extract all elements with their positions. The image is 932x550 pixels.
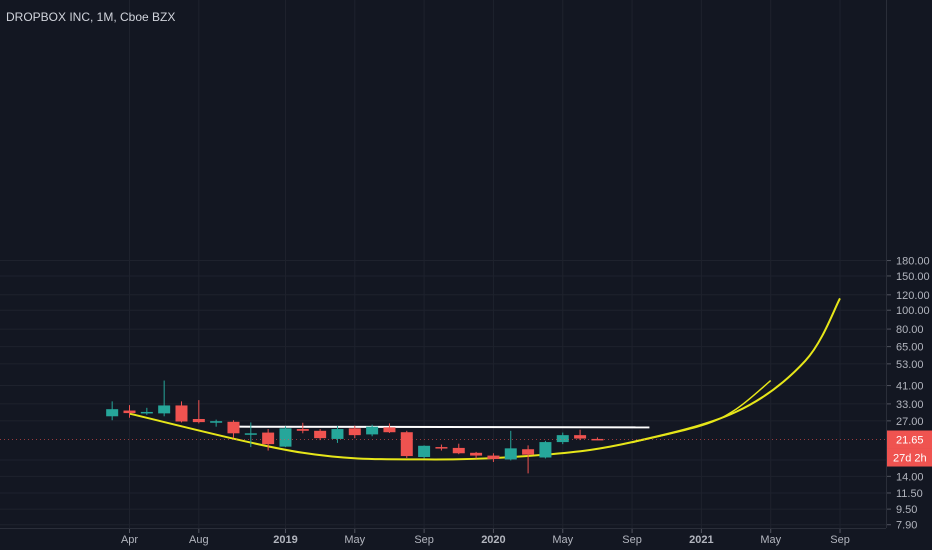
time-tick-label: Apr <box>121 534 138 546</box>
last-price-badge <box>887 430 932 449</box>
price-tick-label: 53.00 <box>896 359 924 371</box>
price-tick-label: 33.00 <box>896 399 924 411</box>
time-tick-label: 2020 <box>481 534 505 546</box>
candle-body <box>331 429 344 439</box>
candle <box>452 443 465 455</box>
candle-body <box>556 435 569 443</box>
candle <box>366 424 379 437</box>
time-tick-label: 2019 <box>273 534 297 546</box>
candle-body <box>192 418 205 423</box>
time-tick-label: May <box>552 534 573 546</box>
candle <box>296 422 309 434</box>
time-tick-label: Sep <box>622 534 642 546</box>
candle-body <box>262 432 275 445</box>
time-tick-label: Aug <box>189 534 209 546</box>
candle-body <box>574 435 587 439</box>
price-tick-label: 7.90 <box>896 520 917 532</box>
candle <box>591 437 604 441</box>
cup-curve[interactable] <box>129 297 841 461</box>
candle <box>140 407 153 415</box>
time-axis[interactable]: Apr Aug 2019 May Sep 2020 May Sep 2021 May Sep <box>121 529 850 546</box>
candle-body <box>591 438 604 441</box>
resistance-line[interactable] <box>233 425 650 429</box>
time-tick-label: 2021 <box>689 534 713 546</box>
price-tick-label: 100.00 <box>896 305 930 317</box>
candle <box>400 430 413 458</box>
candle-body <box>314 430 327 439</box>
candle <box>227 420 240 439</box>
candle <box>279 426 292 448</box>
candle <box>470 451 483 459</box>
candle-body <box>418 445 431 458</box>
price-tick-label: 150.00 <box>896 271 930 283</box>
price-tick-label: 80.00 <box>896 324 924 336</box>
price-tick-label: 27.00 <box>896 416 924 428</box>
chart-title: DROPBOX INC, 1M, Cboe BZX <box>6 10 175 24</box>
candle-body <box>539 442 552 458</box>
candle <box>574 429 587 441</box>
countdown-badge <box>887 448 932 467</box>
price-tick-label: 11.50 <box>896 488 923 500</box>
candle-body <box>227 421 240 434</box>
candle <box>123 405 136 418</box>
price-tick-label: 9.50 <box>896 504 917 516</box>
candle <box>383 423 396 433</box>
candle <box>331 426 344 443</box>
inner-curve[interactable] <box>631 380 772 444</box>
candle-body <box>140 411 153 414</box>
candle-body <box>383 427 396 433</box>
time-tick-label: May <box>760 534 781 546</box>
candle-body <box>522 449 535 455</box>
candle <box>348 425 361 439</box>
last-price-value: 21.65 <box>896 435 924 447</box>
candle <box>244 422 257 448</box>
candle-body <box>504 448 517 460</box>
candle <box>522 445 535 474</box>
candle <box>504 430 517 461</box>
candle-body <box>244 433 257 435</box>
candle <box>175 401 188 423</box>
candle-body <box>348 428 361 436</box>
candle-body <box>279 428 292 447</box>
candle-body <box>400 432 413 457</box>
price-tick-label: 65.00 <box>896 342 924 354</box>
candle <box>539 440 552 459</box>
candle <box>435 444 448 451</box>
candle-body <box>106 409 119 417</box>
candle <box>158 380 171 417</box>
candle <box>210 419 223 427</box>
candle-body <box>435 447 448 449</box>
time-tick-label: Sep <box>830 534 850 546</box>
candle <box>192 400 205 424</box>
candle <box>106 401 119 421</box>
candle-body <box>452 447 465 454</box>
time-tick-label: May <box>344 534 365 546</box>
candle <box>487 453 500 462</box>
candle-body <box>296 429 309 431</box>
price-tick-label: 180.00 <box>896 256 930 268</box>
candle <box>314 429 327 441</box>
candle-body <box>366 426 379 435</box>
last-price-badges: 21.65 27d 2h <box>0 430 932 467</box>
candle-body <box>123 410 136 414</box>
candle-body <box>158 405 171 414</box>
candle-body <box>175 405 188 422</box>
bar-countdown: 27d 2h <box>893 453 927 465</box>
time-tick-label: Sep <box>414 534 434 546</box>
price-tick-label: 14.00 <box>896 471 924 483</box>
price-tick-label: 41.00 <box>896 381 924 393</box>
candle <box>418 445 431 459</box>
candle <box>556 432 569 445</box>
candle-body <box>470 452 483 456</box>
price-tick-label: 120.00 <box>896 290 930 302</box>
candles-layer <box>106 380 604 474</box>
candle-body <box>210 421 223 423</box>
candle-body <box>487 455 500 459</box>
